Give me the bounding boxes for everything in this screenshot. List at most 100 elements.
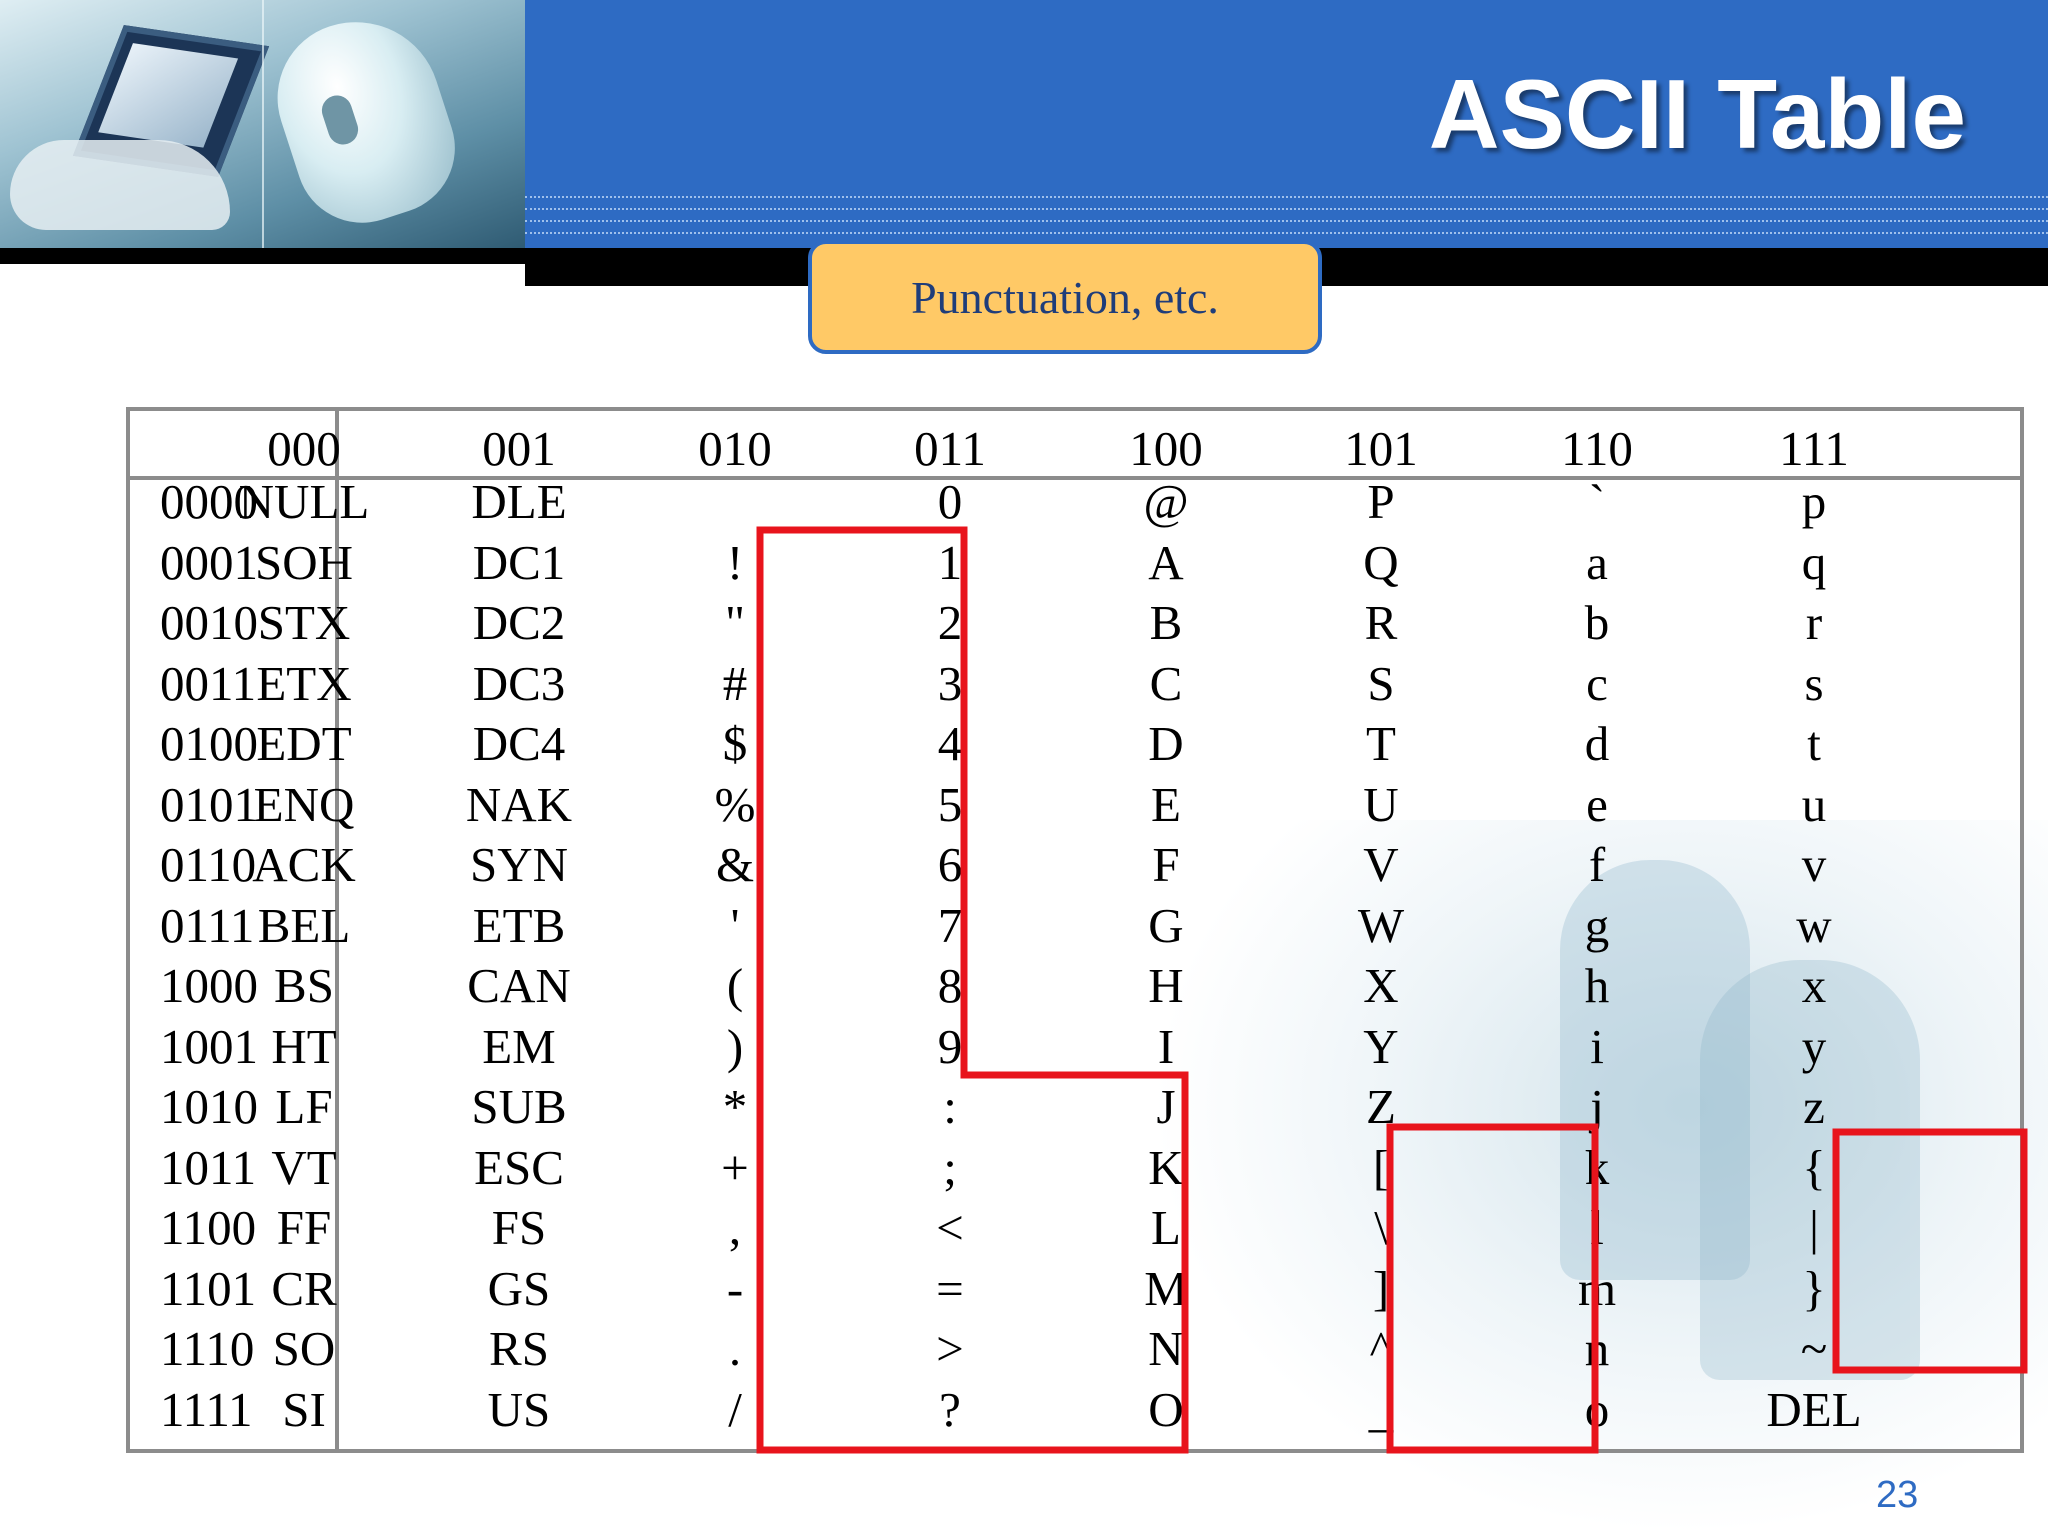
computer-mouse-image (258, 0, 472, 240)
table-cell: ] (1372, 1260, 1390, 1316)
table-cell: Y (1363, 1018, 1399, 1074)
table-cell: f (1588, 837, 1606, 892)
table-cell: 7 (937, 897, 963, 953)
table-cell: _ (1368, 1381, 1394, 1437)
page-number: 23 (1876, 1474, 1919, 1516)
table-cell: DC2 (472, 595, 566, 650)
table-cell: k (1584, 1139, 1610, 1195)
table-cell: w (1796, 897, 1832, 953)
table-cell: DC1 (472, 534, 566, 590)
table-cell: z (1803, 1079, 1825, 1134)
table-cell: O (1148, 1381, 1184, 1437)
table-cell: ETB (472, 897, 566, 953)
table-cell: N (1148, 1321, 1184, 1376)
table-cell: * (722, 1079, 748, 1134)
table-cell: + (721, 1139, 749, 1195)
table-cell: NULL (238, 474, 370, 529)
ascii-table: 000 001 010 011 100 101 110 111 0000 NULL DLE 0 @ P ` p… (126, 407, 2024, 1453)
table-cell: M (1144, 1260, 1188, 1316)
table-cell: Z (1366, 1079, 1396, 1134)
table-cell: n (1584, 1321, 1610, 1376)
table-cell: NAK (465, 776, 573, 832)
table-cell: # (722, 655, 748, 711)
table-cell: l (1590, 1200, 1604, 1255)
table-cell: . (728, 1321, 742, 1376)
table-cell: CAN (467, 958, 571, 1013)
table-cell: a (1586, 534, 1608, 590)
table-cell: I (1157, 1018, 1175, 1074)
table-cell: ; (943, 1139, 957, 1195)
table-cell: [ (1372, 1139, 1390, 1195)
table-cell: VT (271, 1139, 337, 1195)
table-cell: R (1364, 595, 1398, 650)
table-cell: 3 (937, 655, 963, 711)
table-cell: 2 (937, 595, 963, 650)
table-cell: 4 (937, 716, 963, 771)
table-cell: BEL (257, 897, 351, 953)
header-underline (0, 248, 525, 264)
row-header: 0110 (160, 837, 257, 892)
table-cell: CR (271, 1260, 337, 1316)
table-cell: 8 (937, 958, 963, 1013)
table-cell: RS (489, 1321, 549, 1376)
table-cell: x (1801, 958, 1827, 1013)
table-cell: q (1801, 534, 1827, 590)
table-cell: 9 (937, 1018, 963, 1074)
table-cell: " (724, 595, 745, 650)
table-cell: s (1804, 655, 1824, 711)
table-cell: ) (726, 1018, 744, 1074)
table-cell: P (1367, 474, 1395, 529)
row-header: 0100 (160, 716, 258, 771)
table-cell: ESC (474, 1139, 564, 1195)
table-cell: > (936, 1321, 964, 1376)
table-cell: DC3 (472, 655, 566, 711)
table-cell: o (1584, 1381, 1610, 1437)
table-cell: EDT (256, 716, 352, 771)
table-cell: ~ (1800, 1321, 1828, 1376)
table-cell: v (1801, 837, 1827, 892)
table-cell: 6 (937, 837, 963, 892)
table-cell: EM (482, 1018, 556, 1074)
table-divider-horizontal (130, 476, 2020, 480)
row-header: 1001 (160, 1018, 258, 1074)
table-cell: D (1148, 716, 1184, 771)
dotted-rule (525, 220, 2048, 222)
table-cell: @ (1143, 474, 1189, 529)
table-cell: i (1590, 1018, 1604, 1074)
table-cell: ( (726, 958, 744, 1013)
photo-divider (262, 0, 264, 248)
table-cell: FS (491, 1200, 547, 1255)
table-cell: J (1156, 1079, 1176, 1134)
table-cell: { (1802, 1139, 1826, 1195)
table-cell: US (487, 1381, 551, 1437)
table-cell: BS (274, 958, 334, 1013)
header-bar (525, 0, 2048, 248)
table-cell: j (1590, 1079, 1604, 1134)
row-header: 1110 (160, 1321, 255, 1376)
table-cell: STX (257, 595, 351, 650)
row-header: 0000 (160, 474, 258, 529)
column-header: 010 (698, 421, 772, 476)
header-photo (0, 0, 525, 248)
table-cell: V (1363, 837, 1399, 892)
punctuation-callout: Punctuation, etc. (808, 240, 1322, 354)
table-cell: W (1357, 897, 1405, 953)
row-header: 0001 (160, 534, 258, 590)
column-header: 000 (267, 421, 341, 476)
table-cell: 5 (937, 776, 963, 832)
table-cell: } (1802, 1260, 1826, 1316)
table-cell: $ (722, 716, 748, 771)
dotted-rule (525, 196, 2048, 198)
table-cell: | (1809, 1200, 1819, 1255)
table-cell: u (1801, 776, 1827, 832)
column-header: 011 (914, 421, 986, 476)
table-cell: - (726, 1260, 744, 1316)
table-cell: c (1586, 655, 1608, 711)
table-cell: ENQ (253, 776, 355, 832)
table-cell: A (1148, 534, 1184, 590)
table-cell: g (1584, 897, 1610, 953)
table-divider-vertical (335, 411, 339, 1449)
table-cell: DEL (1766, 1381, 1862, 1437)
table-cell: h (1584, 958, 1610, 1013)
table-cell: m (1577, 1260, 1617, 1316)
